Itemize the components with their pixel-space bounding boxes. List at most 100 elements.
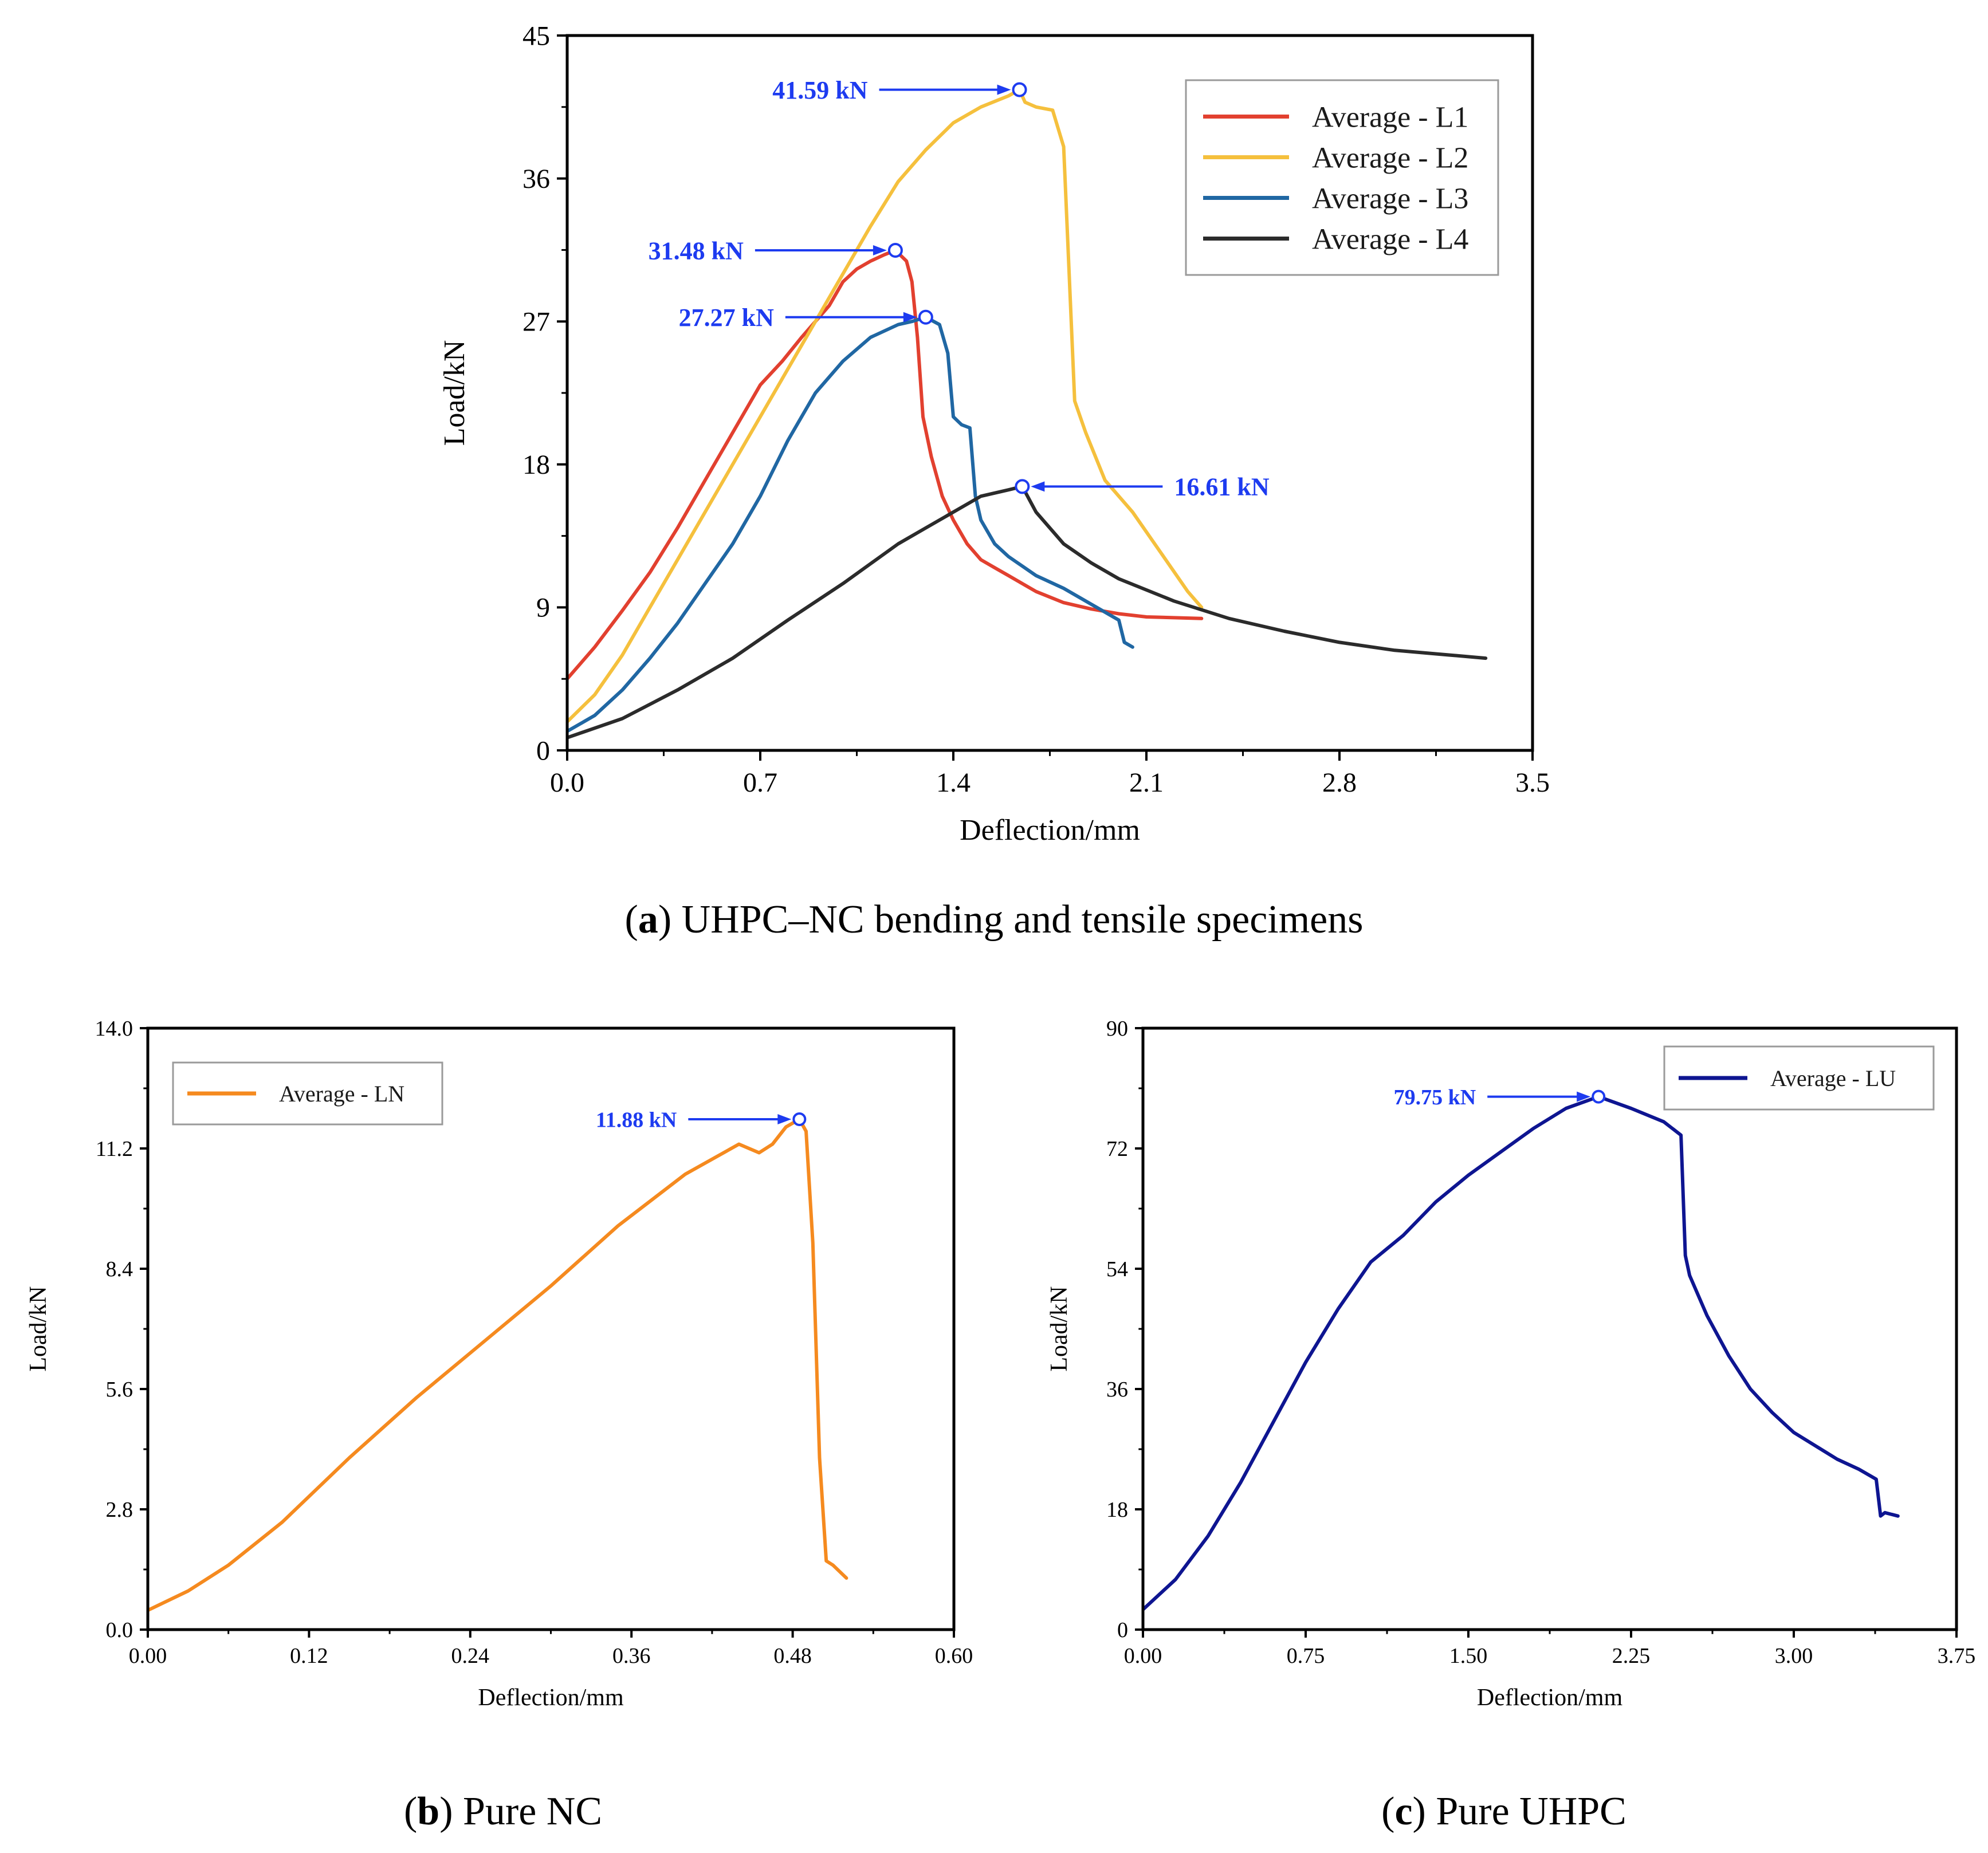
series-line-1 xyxy=(567,249,1204,681)
caption-text: ) UHPC–NC bending and tensile specimens xyxy=(658,898,1364,942)
peak-annotation: 27.27 kN xyxy=(679,304,933,332)
series-line-1 xyxy=(148,1118,848,1612)
caption-letter: b xyxy=(417,1789,439,1834)
annotation-arrowhead xyxy=(1031,481,1045,492)
peak-marker xyxy=(887,242,903,258)
x-tick-label: 1.50 xyxy=(1449,1644,1488,1668)
y-tick-label: 54 xyxy=(1106,1257,1128,1281)
legend-label: Average - L2 xyxy=(1312,142,1468,175)
annotation-arrowhead xyxy=(997,84,1011,95)
annotation-arrowhead xyxy=(777,1114,792,1124)
peak-marker xyxy=(918,309,933,325)
caption-open: ( xyxy=(1381,1789,1394,1834)
legend-label: Average - LN xyxy=(279,1081,404,1107)
caption-text: ) Pure NC xyxy=(439,1789,602,1834)
panel-caption: (c) Pure UHPC xyxy=(1381,1789,1626,1834)
y-tick-label: 8.4 xyxy=(106,1257,133,1281)
y-axis-title: Load/kN xyxy=(1046,1286,1072,1371)
legend-label: Average - L3 xyxy=(1312,183,1468,215)
annotation-arrowhead xyxy=(1577,1091,1591,1102)
annotation-label: 31.48 kN xyxy=(649,237,744,265)
chart-a: 0.0 0.7 1.4 2.1 2.8 3.5 0 9 18 27 36 45 Deflection/m… xyxy=(438,21,1550,942)
x-tick-label: 2.8 xyxy=(1322,768,1357,798)
x-tick-label: 3.00 xyxy=(1775,1644,1813,1668)
y-tick-label: 2.8 xyxy=(106,1498,133,1522)
x-tick-label: 0.00 xyxy=(1124,1644,1162,1668)
y-tick-label: 11.2 xyxy=(96,1137,133,1161)
y-axis-title: Load/kN xyxy=(438,340,471,446)
annotation-label: 41.59 kN xyxy=(772,76,867,104)
x-tick-label: 2.1 xyxy=(1129,768,1164,798)
y-tick-label: 18 xyxy=(522,450,550,480)
chart-b: 0.00 0.12 0.24 0.36 0.48 0.60 0.0 2.8 5.6 8.4 11.2… xyxy=(25,1017,973,1834)
peak-annotation: 79.75 kN xyxy=(1394,1085,1606,1110)
x-axis-title: Deflection/mm xyxy=(1477,1685,1623,1711)
peak-annotation: 11.88 kN xyxy=(596,1108,807,1132)
y-tick-label: 0.0 xyxy=(106,1618,133,1642)
peak-marker xyxy=(792,1112,807,1126)
series-line-2 xyxy=(567,88,1204,724)
x-tick-label: 0.60 xyxy=(935,1644,973,1668)
peak-marker xyxy=(1012,82,1027,97)
caption-letter: c xyxy=(1394,1789,1412,1834)
x-tick-label: 0.48 xyxy=(773,1644,812,1668)
annotation-label: 79.75 kN xyxy=(1394,1085,1476,1110)
x-tick-label: 0.36 xyxy=(612,1644,651,1668)
x-tick-label: 0.7 xyxy=(743,768,777,798)
legend-label: Average - LU xyxy=(1770,1065,1896,1091)
legend: Average - L1 Average - L2 Average - L3 Aver… xyxy=(1185,79,1499,276)
series-group xyxy=(1143,1095,1900,1611)
legend-label: Average - L1 xyxy=(1312,101,1468,134)
y-tick-label: 18 xyxy=(1106,1498,1128,1522)
panel-caption: (a) UHPC–NC bending and tensile specimen… xyxy=(625,898,1364,942)
peak-marker xyxy=(1015,479,1030,494)
peak-annotation: 16.61 kN xyxy=(1015,473,1270,501)
chart-c: 0.00 0.75 1.50 2.25 3.00 3.75 0 18 36 54 72 90 Defle… xyxy=(1046,1017,1975,1834)
y-tick-label: 72 xyxy=(1106,1137,1128,1161)
x-tick-label: 3.75 xyxy=(1938,1644,1976,1668)
legend: Average - LU xyxy=(1663,1045,1935,1111)
caption-text: ) Pure UHPC xyxy=(1413,1789,1626,1834)
x-tick-label: 3.5 xyxy=(1515,768,1550,798)
x-tick-label: 0.0 xyxy=(550,768,584,798)
legend-label: Average - L4 xyxy=(1312,223,1468,256)
legend-box xyxy=(1185,79,1499,276)
x-axis-title: Deflection/mm xyxy=(478,1685,624,1711)
y-tick-label: 36 xyxy=(1106,1378,1128,1402)
y-tick-label: 0 xyxy=(536,735,550,766)
annotation-label: 27.27 kN xyxy=(679,304,774,332)
annotation-arrowhead xyxy=(873,245,887,255)
x-tick-label: 0.24 xyxy=(451,1644,490,1668)
series-group xyxy=(148,1118,848,1612)
y-tick-label: 90 xyxy=(1106,1017,1128,1041)
x-tick-label: 1.4 xyxy=(936,768,971,798)
annotation-label: 16.61 kN xyxy=(1174,473,1269,501)
y-tick-label: 36 xyxy=(522,164,550,194)
y-tick-label: 14.0 xyxy=(95,1017,133,1041)
y-tick-label: 27 xyxy=(522,307,550,337)
series-line-3 xyxy=(567,315,1134,733)
caption-letter: a xyxy=(638,898,658,942)
peak-annotation: 41.59 kN xyxy=(772,76,1027,104)
x-tick-label: 0.75 xyxy=(1287,1644,1325,1668)
legend: Average - LN xyxy=(172,1061,443,1126)
y-tick-label: 9 xyxy=(536,593,550,623)
x-tick-label: 0.00 xyxy=(129,1644,167,1668)
y-tick-label: 5.6 xyxy=(106,1378,133,1402)
peak-annotation: 31.48 kN xyxy=(649,237,903,265)
caption-open: ( xyxy=(404,1789,417,1834)
panel-caption: (b) Pure NC xyxy=(404,1789,602,1834)
caption-open: ( xyxy=(625,898,638,942)
y-tick-label: 0 xyxy=(1117,1618,1128,1642)
x-tick-label: 0.12 xyxy=(290,1644,328,1668)
y-tick-label: 45 xyxy=(522,21,550,51)
annotation-arrowhead xyxy=(903,312,917,322)
y-axis-title: Load/kN xyxy=(25,1286,52,1371)
annotation-label: 11.88 kN xyxy=(596,1108,677,1132)
x-tick-label: 2.25 xyxy=(1612,1644,1651,1668)
x-axis-title: Deflection/mm xyxy=(960,814,1140,847)
series-line-1 xyxy=(1143,1095,1900,1611)
peak-marker xyxy=(1592,1089,1606,1104)
series-line-4 xyxy=(567,485,1488,739)
